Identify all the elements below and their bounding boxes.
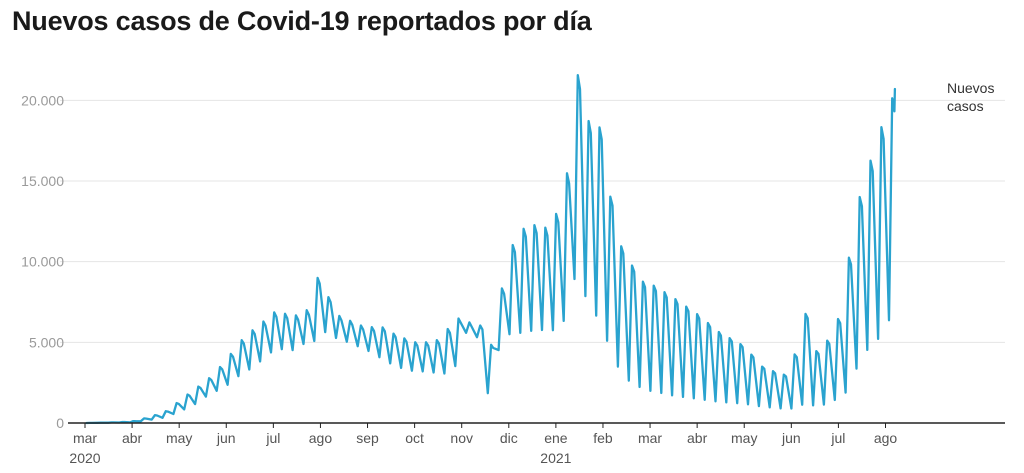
x-tick-label: abr (687, 430, 708, 446)
series-line (85, 74, 897, 425)
x-tick-label: feb (593, 430, 613, 446)
x-tick-label: ene (544, 430, 568, 446)
series-layer (85, 74, 897, 425)
x-tick-label: nov (450, 430, 473, 446)
series-end-label: Nuevos (947, 80, 994, 96)
y-tick-label: 0 (56, 415, 64, 431)
chart-title: Nuevos casos de Covid-19 reportados por … (12, 6, 592, 36)
series-end-label: casos (947, 98, 984, 114)
x-tick-label: oct (405, 430, 424, 446)
x-tick-label: jun (216, 430, 236, 446)
x-tick-label: mar (638, 430, 662, 446)
y-tick-label: 15.000 (21, 173, 64, 189)
x-tick-label: abr (122, 430, 143, 446)
series-labels: Nuevos casos (947, 80, 994, 114)
x-tick-label: may (731, 430, 757, 446)
x-tick-label: ago (874, 430, 898, 446)
x-year-label: 2020 (69, 450, 100, 466)
x-year-label: 2021 (540, 450, 571, 466)
x-tick-label: mar (73, 430, 97, 446)
x-tick-label: jun (781, 430, 801, 446)
x-tick-label: sep (356, 430, 379, 446)
y-axis-ticks: 0 5.000 10.000 15.000 20.000 (21, 92, 64, 431)
y-tick-label: 10.000 (21, 254, 64, 270)
x-tick-label: jul (830, 430, 845, 446)
x-tick-label: may (166, 430, 192, 446)
x-axis-ticks: mar 2020 abr may jun jul ago sep oct nov dic ene 202… (69, 423, 897, 466)
y-tick-label: 5.000 (29, 334, 64, 350)
x-tick-label: ago (309, 430, 333, 446)
x-tick-label: jul (265, 430, 280, 446)
x-tick-label: dic (500, 430, 518, 446)
y-tick-label: 20.000 (21, 92, 64, 108)
